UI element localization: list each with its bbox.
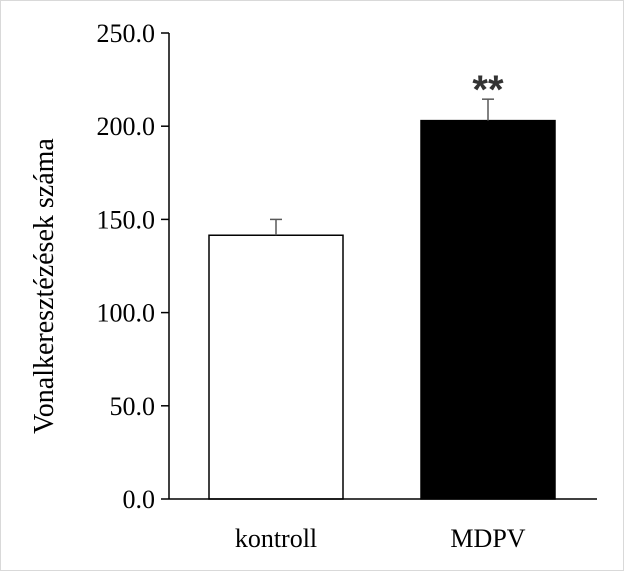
x-category-label: MDPV [450,524,525,553]
bar-kontroll [208,234,344,500]
y-tick-label: 0.0 [123,485,156,514]
error-bars [270,98,494,236]
x-category-label: kontroll [235,524,317,553]
y-tick-label: 100.0 [97,299,156,328]
significance-markers: ** [472,68,504,112]
y-tick-label: 250.0 [97,19,156,48]
significance-marker: ** [472,68,504,112]
y-axis-ticks: 0.0 50.0 100.0 150.0 200.0 250.0 [97,19,169,514]
y-tick-label: 200.0 [97,112,156,141]
x-axis-category-labels: kontroll MDPV [235,524,526,553]
y-tick-label: 150.0 [97,205,156,234]
y-tick-label: 50.0 [110,392,156,421]
y-axis-title: Vonalkeresztézések száma [29,138,60,434]
bar-mdpv [420,119,556,500]
bars [208,119,556,500]
